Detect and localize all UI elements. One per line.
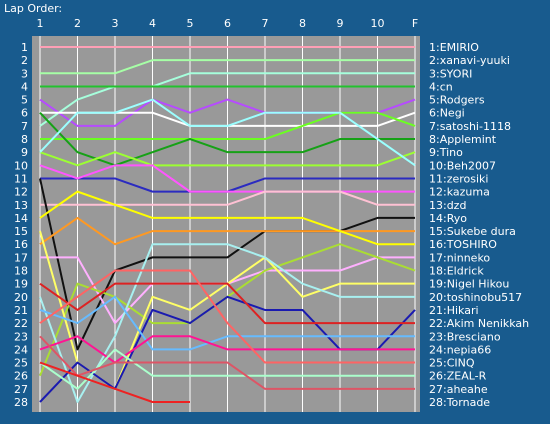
y-tick-label: 18 <box>14 265 28 278</box>
y-tick-label: 9 <box>21 146 28 159</box>
series-line <box>39 361 190 403</box>
y-tick-label: 7 <box>21 120 28 133</box>
legend-entry: 11:zerosiki <box>429 172 488 185</box>
y-tick-label: 20 <box>14 291 28 304</box>
y-tick-label: 24 <box>14 343 28 356</box>
legend-entry: 23:Bresciano <box>429 330 501 343</box>
x-tick-label: 7 <box>262 17 269 30</box>
x-tick-label: 6 <box>224 17 231 30</box>
y-tick-label: 19 <box>14 278 28 291</box>
legend-entry: 18:Eldrick <box>429 265 484 278</box>
series-line <box>39 348 415 390</box>
series-line <box>39 335 415 364</box>
y-tick-label: 28 <box>14 396 28 409</box>
legend-entry: 25:CINQ <box>429 357 475 370</box>
series-line <box>39 269 415 364</box>
legend-entry: 5:Rodgers <box>429 94 485 107</box>
x-tick-label: 4 <box>149 17 156 30</box>
x-tick-label: F <box>412 17 418 30</box>
series-line <box>40 111 416 141</box>
x-tick-label: 8 <box>299 17 306 30</box>
y-tick-label: 21 <box>14 304 28 317</box>
y-tick-label: 17 <box>14 251 28 264</box>
legend-entry: 27:aheahe <box>429 383 488 396</box>
y-tick-label: 6 <box>21 107 28 120</box>
series-line <box>39 72 415 127</box>
x-tick-label: 2 <box>74 17 81 30</box>
legend: 1:EMIRIO2:xanavi-yuuki3:SYORI4:cn5:Rodge… <box>429 41 529 409</box>
y-tick-label: 12 <box>14 186 28 199</box>
legend-entry: 10:Beh2007 <box>429 159 496 172</box>
legend-entry: 16:TOSHIRO <box>429 238 497 251</box>
legend-entry: 14:Ryo <box>429 212 467 225</box>
y-tick-label: 25 <box>14 357 28 370</box>
legend-entry: 19:Nigel Hikou <box>429 278 509 291</box>
legend-entry: 7:satoshi-1118 <box>429 120 511 133</box>
series-lines <box>39 46 416 403</box>
x-tick-label: 9 <box>337 17 344 30</box>
series-line <box>39 151 416 167</box>
legend-entry: 9:Tino <box>429 146 463 159</box>
legend-entry: 13:dzd <box>429 199 466 212</box>
y-axis-labels: 1234567891011121314151617181920212223242… <box>14 41 28 409</box>
y-tick-label: 8 <box>21 133 28 146</box>
legend-entry: 24:nepia66 <box>429 343 491 356</box>
series-line <box>39 178 415 351</box>
x-tick-label: 3 <box>112 17 119 30</box>
series-line <box>39 335 415 390</box>
y-tick-label: 2 <box>21 54 28 67</box>
legend-entry: 8:Applemint <box>429 133 497 146</box>
legend-entry: 12:kazuma <box>429 186 490 199</box>
series-line <box>39 243 415 403</box>
y-tick-label: 5 <box>21 94 28 107</box>
x-tick-label: 5 <box>187 17 194 30</box>
legend-entry: 28:Tornade <box>429 396 490 409</box>
y-tick-label: 22 <box>14 317 28 330</box>
y-tick-label: 27 <box>14 383 28 396</box>
legend-entry: 22:Akim Nenikkah <box>429 317 529 330</box>
y-tick-label: 4 <box>21 80 28 93</box>
y-tick-label: 14 <box>14 212 28 225</box>
y-tick-label: 26 <box>14 370 28 383</box>
y-tick-label: 11 <box>14 172 28 185</box>
chart-title: Lap Order: <box>4 2 62 15</box>
y-tick-label: 15 <box>14 225 28 238</box>
legend-entry: 2:xanavi-yuuki <box>429 54 510 67</box>
series-line <box>39 164 415 193</box>
y-tick-label: 16 <box>14 238 28 251</box>
legend-entry: 20:toshinobu517 <box>429 291 522 304</box>
legend-entry: 3:SYORI <box>429 67 472 80</box>
legend-entry: 1:EMIRIO <box>429 41 479 54</box>
legend-entry: 6:Negi <box>429 107 465 120</box>
x-tick-label: 1 <box>37 17 44 30</box>
series-line <box>39 295 415 351</box>
legend-entry: 26:ZEAL-R <box>429 370 487 383</box>
series-line <box>39 112 415 167</box>
y-tick-label: 13 <box>14 199 28 212</box>
legend-entry: 15:Sukebe dura <box>429 225 516 238</box>
series-line <box>40 59 415 75</box>
x-tick-label: 10 <box>371 17 385 30</box>
legend-entry: 4:cn <box>429 80 453 93</box>
series-line <box>39 282 415 325</box>
series-line <box>40 190 415 206</box>
legend-entry: 21:Hikari <box>429 304 479 317</box>
y-tick-label: 3 <box>21 67 28 80</box>
series-line <box>39 190 415 246</box>
series-line <box>39 216 415 246</box>
y-tick-label: 10 <box>14 159 28 172</box>
legend-entry: 17:ninneko <box>429 251 490 264</box>
y-tick-label: 1 <box>21 41 28 54</box>
x-axis-labels: 1 2 3 4 5 6 7 8 9 10 F <box>37 17 419 30</box>
series-line <box>39 98 416 167</box>
y-tick-label: 23 <box>14 330 28 343</box>
